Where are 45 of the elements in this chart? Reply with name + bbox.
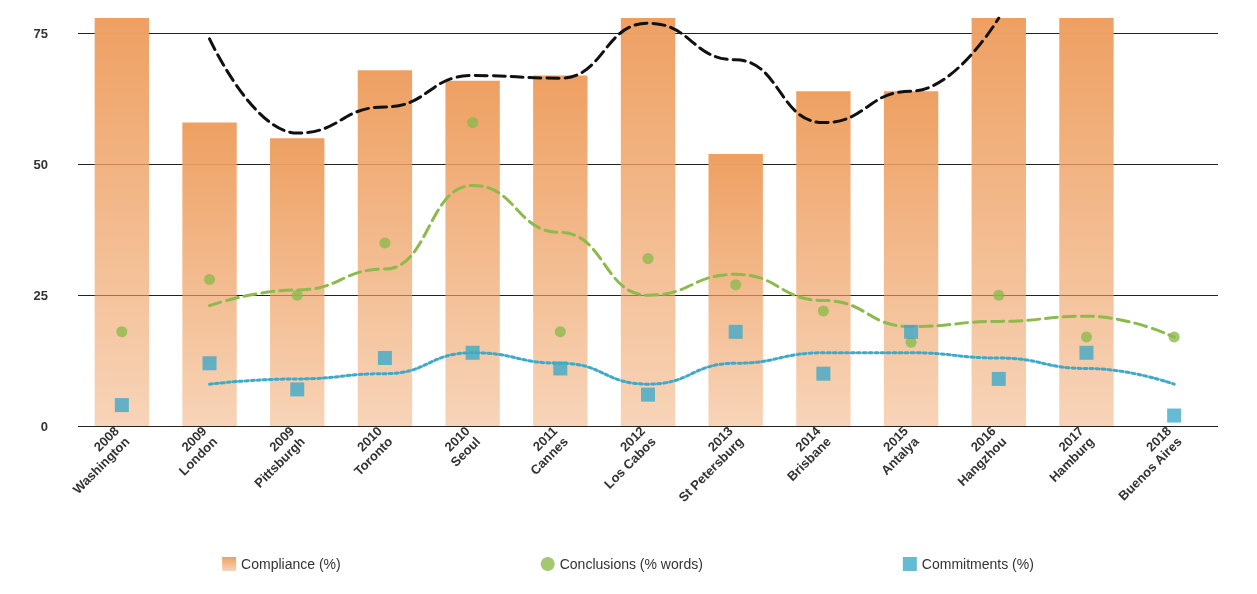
- bar: [708, 154, 763, 426]
- bar: [94, 18, 150, 426]
- bar: [533, 75, 588, 426]
- point: [1168, 331, 1180, 343]
- point: [554, 326, 566, 338]
- point: [204, 274, 216, 286]
- y-tick-label: 50: [33, 156, 48, 172]
- point: [816, 366, 831, 381]
- point: [904, 324, 919, 339]
- point: [553, 361, 568, 376]
- point: [993, 289, 1005, 301]
- bar: [620, 18, 676, 426]
- bar: [445, 80, 500, 426]
- point: [114, 398, 129, 413]
- y-tick-label: 25: [33, 287, 48, 303]
- point: [1079, 345, 1094, 360]
- point: [465, 345, 480, 360]
- point: [642, 253, 654, 265]
- point: [728, 324, 743, 339]
- point: [377, 351, 392, 365]
- point: [1080, 331, 1092, 343]
- line-series: [208, 16, 1001, 135]
- point: [1167, 408, 1182, 423]
- point: [817, 305, 829, 317]
- bar: [182, 122, 237, 426]
- bar: [270, 138, 325, 426]
- point: [291, 289, 303, 301]
- bar: [1059, 18, 1114, 426]
- y-tick-label: 75: [33, 26, 48, 42]
- bar: [883, 91, 939, 426]
- legend-label: Conclusions (% words): [559, 556, 703, 572]
- y-tick-label: 0: [40, 418, 48, 434]
- point: [641, 387, 655, 402]
- point: [730, 279, 742, 291]
- point: [467, 117, 479, 129]
- bar: [357, 70, 413, 426]
- bar: [796, 91, 851, 426]
- legend-label: Compliance (%): [241, 556, 341, 572]
- bar: [971, 18, 1026, 426]
- point: [116, 326, 128, 338]
- point: [202, 356, 217, 371]
- point: [379, 237, 391, 249]
- point: [290, 382, 305, 397]
- point: [991, 371, 1006, 386]
- legend-label: Commitments (%): [921, 556, 1034, 572]
